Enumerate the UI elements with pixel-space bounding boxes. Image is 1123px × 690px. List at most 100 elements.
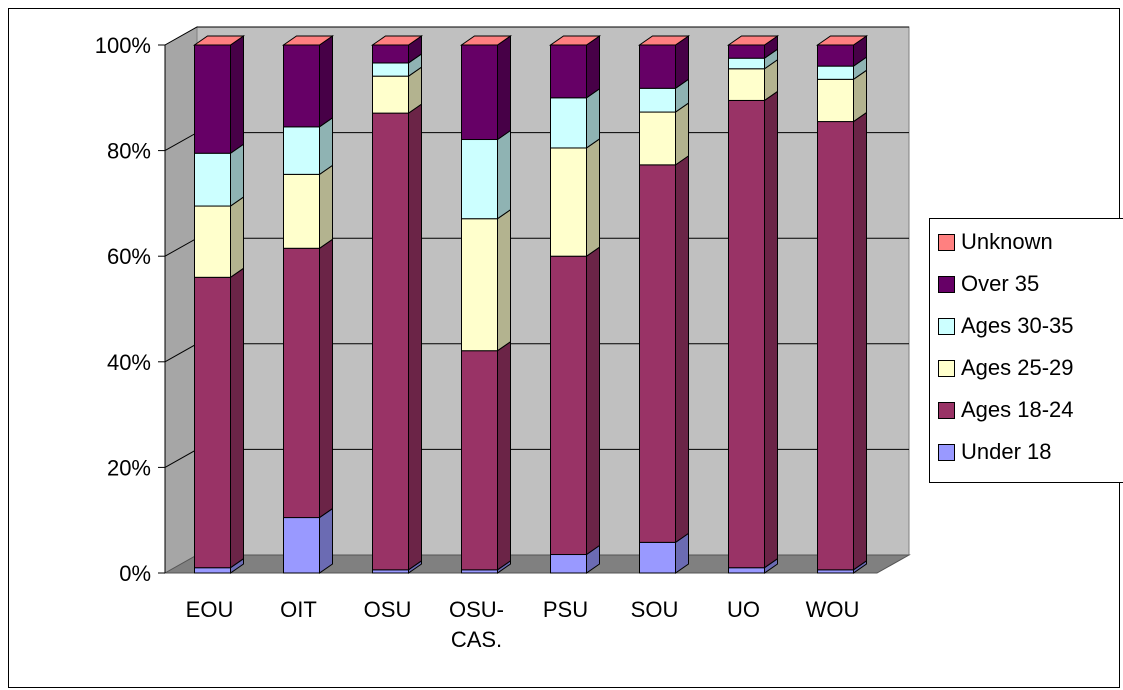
legend-swatch-over-35 bbox=[938, 275, 955, 293]
bar-top-unknown bbox=[459, 35, 513, 46]
bar-segment-ages-30-35 bbox=[817, 65, 854, 80]
bar-segment-side bbox=[319, 35, 333, 128]
bar-segment-ages-18-24 bbox=[550, 255, 587, 556]
bar-top-unknown bbox=[637, 35, 691, 46]
bar-segment-over-35 bbox=[728, 44, 765, 59]
bar-segment-side bbox=[586, 87, 600, 149]
x-tick-label: PSU bbox=[543, 597, 588, 622]
bar-segment-ages-25-29 bbox=[817, 78, 854, 123]
legend-item-ages-30-35: Ages 30-35 bbox=[938, 311, 1074, 341]
bar-segment-over-35 bbox=[461, 44, 498, 141]
bar-segment-under-18 bbox=[194, 567, 231, 574]
bar-segment-side bbox=[586, 35, 600, 99]
bar-segment-side bbox=[497, 35, 511, 141]
legend-item-ages-18-24: Ages 18-24 bbox=[938, 395, 1074, 425]
x-tick-label: EOU bbox=[186, 597, 234, 622]
legend-swatch-ages-18-24 bbox=[938, 401, 955, 419]
bar-segment-ages-18-24 bbox=[194, 276, 231, 569]
bar-segment-under-18 bbox=[728, 567, 765, 574]
gridline bbox=[164, 26, 909, 46]
bar-segment-ages-30-35 bbox=[283, 126, 320, 175]
bar-top-unknown bbox=[726, 35, 780, 46]
x-tick-label: OIT bbox=[280, 597, 317, 622]
x-tick-label: WOU bbox=[806, 597, 860, 622]
bar-segment-over-35 bbox=[194, 44, 231, 154]
bar-segment-side bbox=[586, 246, 600, 556]
bar-segment-ages-30-35 bbox=[461, 139, 498, 220]
plot-side-wall bbox=[164, 26, 198, 574]
bar-segment-ages-18-24 bbox=[639, 164, 676, 543]
x-tick-label: OSU- bbox=[449, 597, 504, 622]
legend-item-under-18: Under 18 bbox=[938, 437, 1052, 467]
bar-segment-ages-25-29 bbox=[728, 68, 765, 101]
legend-label: Unknown bbox=[961, 229, 1053, 254]
x-tick-label: SOU bbox=[631, 597, 679, 622]
bar-segment-ages-25-29 bbox=[550, 147, 587, 257]
bar-segment-side bbox=[675, 102, 689, 166]
y-tick-label: 0% bbox=[119, 561, 151, 586]
bar-top-unknown bbox=[370, 35, 424, 46]
bar-segment-ages-25-29 bbox=[461, 218, 498, 352]
y-tick-label: 20% bbox=[107, 455, 151, 480]
bar-segment-side bbox=[230, 267, 244, 569]
legend-item-ages-25-29: Ages 25-29 bbox=[938, 353, 1074, 383]
bar-segment-side bbox=[319, 116, 333, 176]
x-tick-label: CAS. bbox=[451, 627, 502, 652]
bar-segment-over-35 bbox=[283, 44, 320, 128]
legend-item-over-35: Over 35 bbox=[938, 269, 1039, 299]
legend-item-unknown: Unknown bbox=[938, 227, 1053, 257]
bar-segment-side bbox=[853, 111, 867, 571]
bar-segment-ages-18-24 bbox=[461, 350, 498, 571]
legend-label: Over 35 bbox=[961, 271, 1040, 296]
legend-swatch-unknown bbox=[938, 233, 955, 251]
bar-segment-side bbox=[497, 208, 511, 352]
legend-swatch-ages-30-35 bbox=[938, 317, 955, 335]
bar-segment-ages-30-35 bbox=[194, 152, 231, 207]
legend: Unknown Over 35 Ages 30-35 Ages 25-29 Ag… bbox=[929, 218, 1123, 483]
bar-segment-ages-18-24 bbox=[817, 121, 854, 571]
bar-segment-under-18 bbox=[639, 541, 676, 574]
bar-segment-side bbox=[230, 35, 244, 155]
bar-segment-ages-25-29 bbox=[372, 75, 409, 114]
y-tick-label: 100% bbox=[95, 33, 151, 58]
bar-segment-side bbox=[675, 154, 689, 544]
legend-label: Ages 18-24 bbox=[961, 397, 1074, 422]
legend-label: Ages 30-35 bbox=[961, 313, 1074, 338]
bar-segment-ages-30-35 bbox=[639, 87, 676, 113]
legend-label: Ages 25-29 bbox=[961, 355, 1074, 380]
bar-segment-ages-25-29 bbox=[194, 205, 231, 278]
bar-segment-ages-18-24 bbox=[372, 112, 409, 571]
y-tick-label: 40% bbox=[107, 350, 151, 375]
bar-segment-side bbox=[319, 164, 333, 250]
bar-segment-side bbox=[319, 507, 333, 574]
bar-segment-side bbox=[230, 196, 244, 279]
bar-segment-over-35 bbox=[817, 44, 854, 67]
bar-segment-ages-30-35 bbox=[550, 97, 587, 149]
x-tick-label: UO bbox=[727, 597, 760, 622]
bar-top-unknown bbox=[192, 35, 246, 46]
bar-segment-over-35 bbox=[639, 44, 676, 89]
legend-swatch-ages-25-29 bbox=[938, 359, 955, 377]
bar-segment-side bbox=[408, 103, 422, 571]
bar-segment-over-35 bbox=[372, 44, 409, 64]
bar-segment-over-35 bbox=[550, 44, 587, 99]
bar-segment-ages-18-24 bbox=[283, 247, 320, 519]
bar-segment-under-18 bbox=[550, 554, 587, 574]
bar-segment-side bbox=[230, 143, 244, 207]
legend-swatch-under-18 bbox=[938, 443, 955, 461]
bar-segment-side bbox=[497, 129, 511, 220]
x-tick-label: OSU bbox=[364, 597, 412, 622]
bar-segment-side bbox=[497, 340, 511, 571]
y-tick-label: 80% bbox=[107, 139, 151, 164]
bar-segment-ages-30-35 bbox=[728, 57, 765, 70]
legend-label: Under 18 bbox=[961, 439, 1052, 464]
y-tick-label: 60% bbox=[107, 244, 151, 269]
plot-floor bbox=[163, 554, 911, 574]
bar-top-unknown bbox=[281, 35, 335, 46]
bar-segment-ages-18-24 bbox=[728, 99, 765, 569]
bar-segment-side bbox=[319, 238, 333, 519]
bar-segment-under-18 bbox=[283, 517, 320, 574]
bar-segment-side bbox=[586, 138, 600, 258]
bar-segment-ages-30-35 bbox=[372, 62, 409, 77]
